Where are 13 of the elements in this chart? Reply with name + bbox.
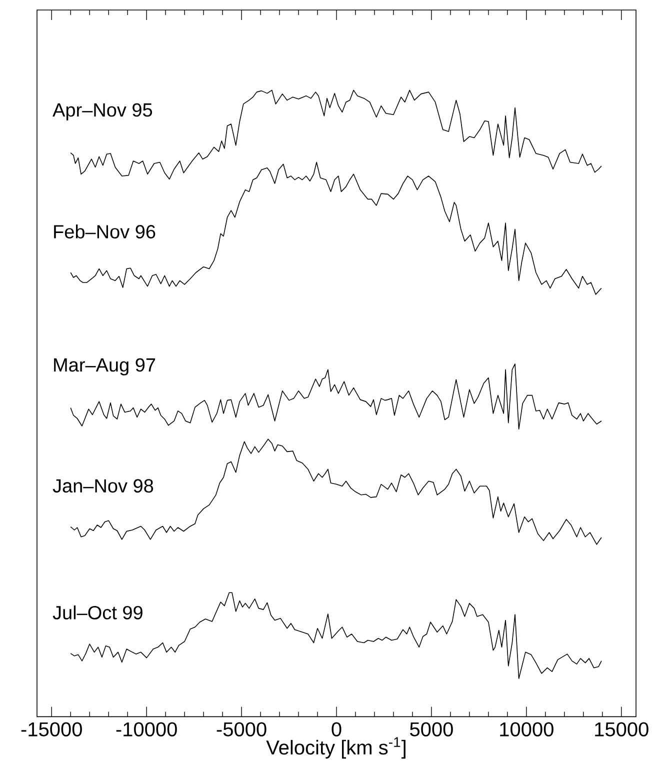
series-label: Feb–Nov 96 [54,224,156,238]
x-axis-title: Velocity [km s$^{-1}$] [266,737,406,759]
x-tick-label: -15000 [21,722,82,736]
series-label: Jan–Nov 98 [52,479,154,493]
x-tick-label: -5000 [216,722,266,736]
x-tick-label: 0 [332,722,342,736]
series-label: Jul–Oct 99 [52,605,142,620]
x-tick-label: 5000 [410,722,453,736]
x-tick-label: -10000 [116,722,177,736]
series-label: Mar–Aug 97 [54,358,156,376]
x-tick-label: 15000 [595,722,648,736]
series-label: Apr–Nov 95 [52,103,152,120]
x-tick-label: 10000 [500,722,554,736]
